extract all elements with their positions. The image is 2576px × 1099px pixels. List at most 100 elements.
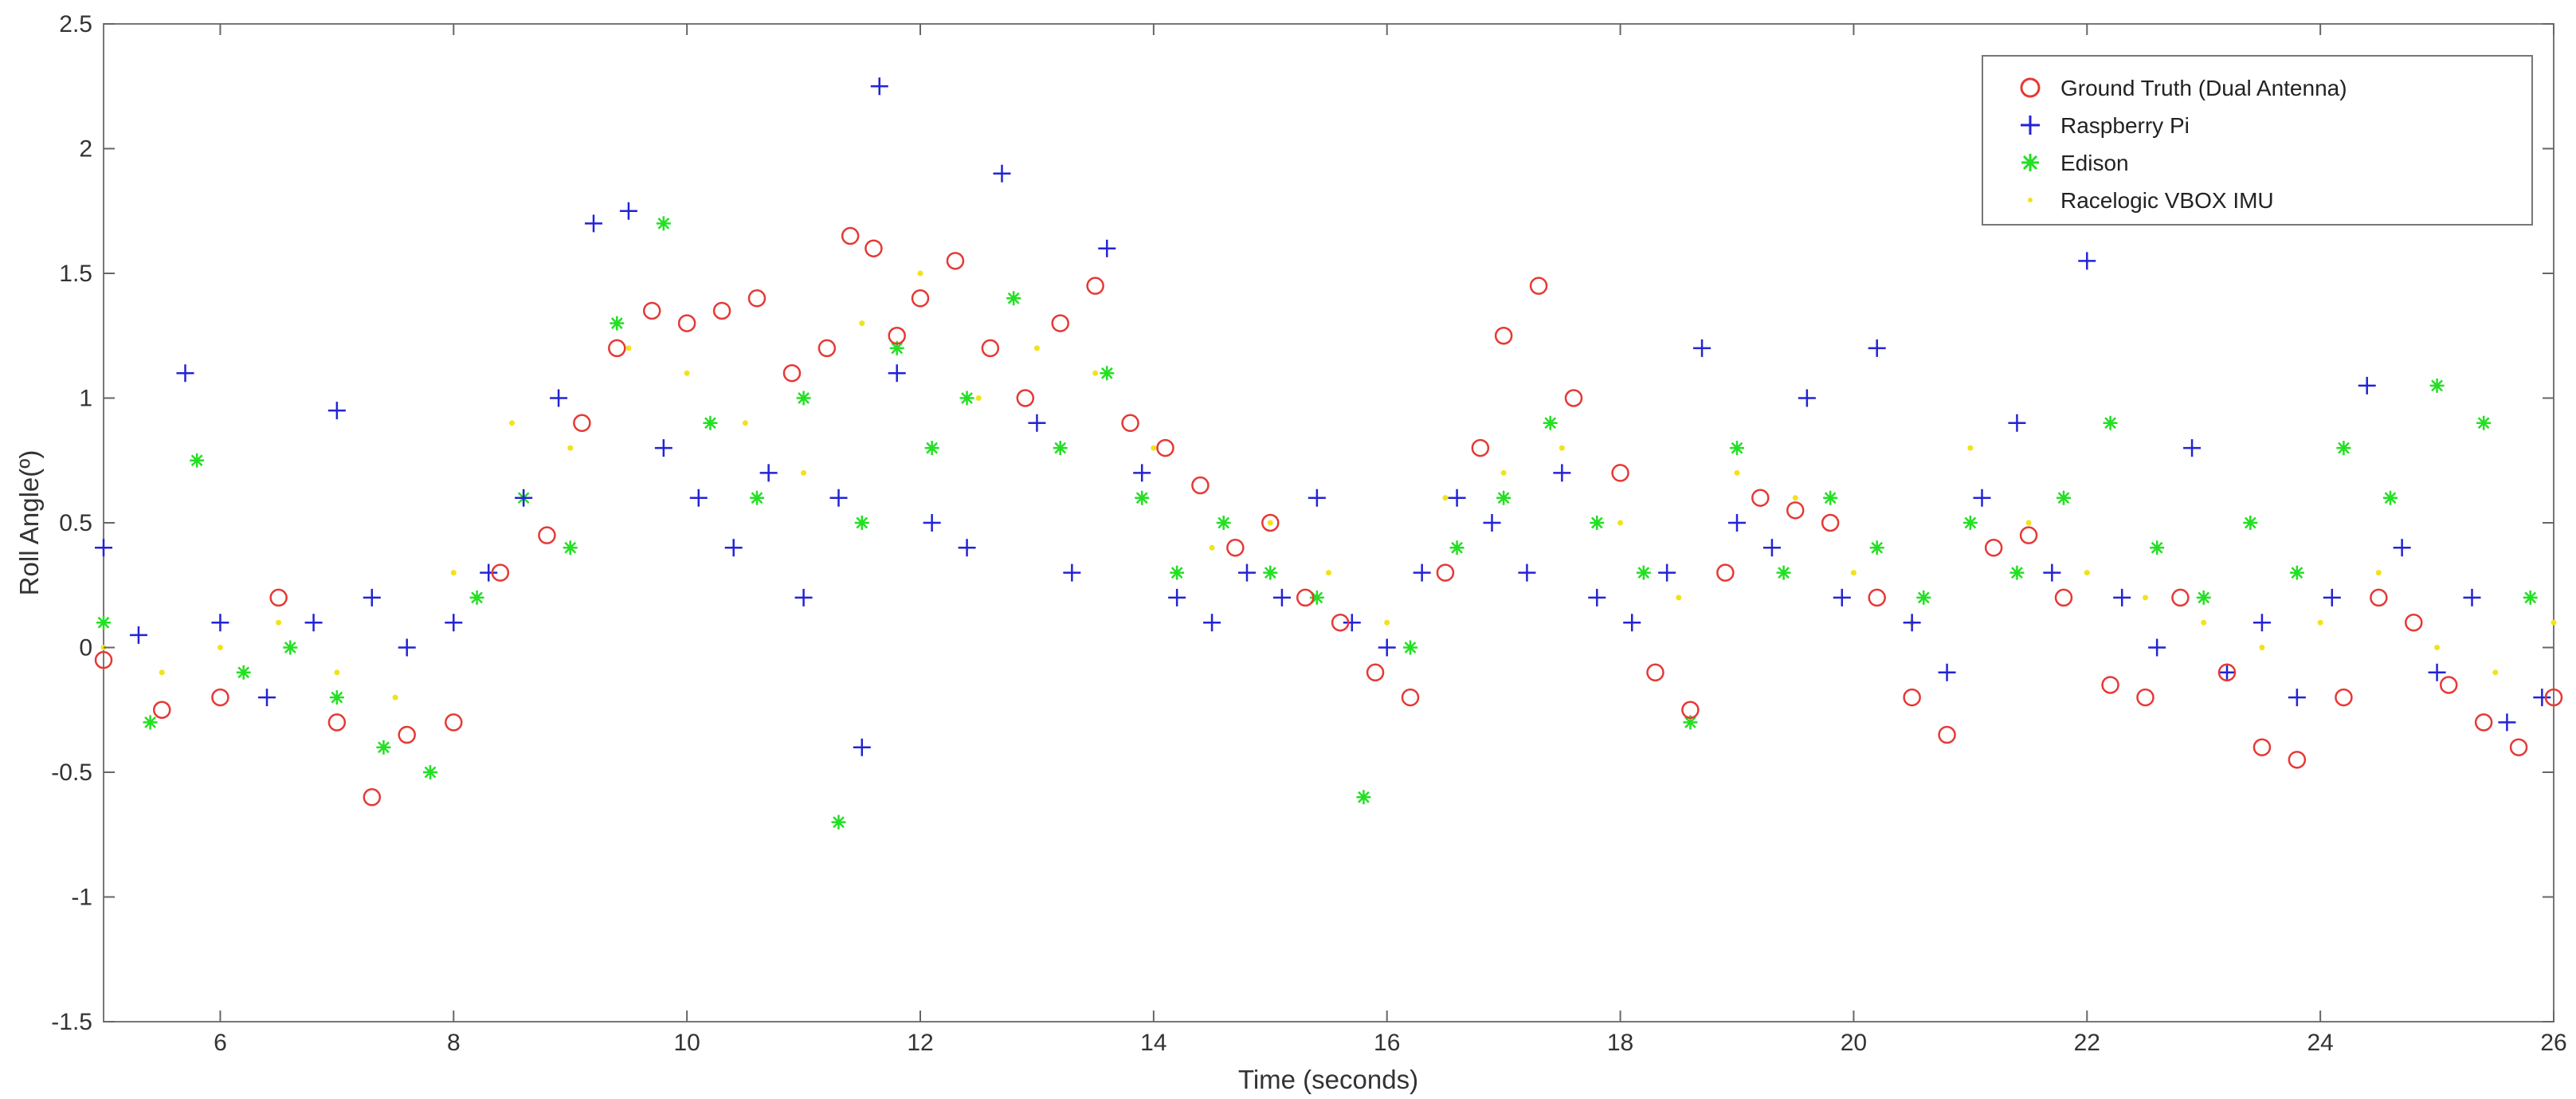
raspberry-pi-point — [2008, 414, 2026, 432]
vbox-point — [334, 669, 340, 676]
raspberry-pi-point — [2078, 252, 2096, 270]
edison-point — [2523, 590, 2538, 605]
x-tick-label: 10 — [673, 1030, 700, 1056]
vbox-point — [2492, 669, 2499, 676]
raspberry-pi-point — [1063, 563, 1081, 582]
edison-point — [329, 690, 344, 705]
raspberry-pi-point — [993, 164, 1011, 183]
x-tick-label: 6 — [214, 1030, 227, 1056]
series-raspberry-pi — [95, 77, 2551, 756]
ground-truth-point — [2405, 613, 2423, 632]
ground-truth-point — [398, 725, 416, 744]
raspberry-pi-point — [480, 563, 498, 582]
edison-point — [924, 441, 939, 456]
ground-truth-point — [573, 414, 591, 433]
ground-truth-point — [363, 788, 382, 807]
ground-truth-point — [2054, 588, 2073, 607]
ground-truth-point — [608, 339, 626, 358]
ground-truth-point — [1751, 489, 1770, 507]
ground-truth-point — [2544, 688, 2563, 707]
vbox-point — [2551, 619, 2557, 626]
ground-truth-point — [946, 252, 965, 270]
ground-truth-point — [2253, 738, 2272, 756]
raspberry-pi-point — [515, 489, 533, 507]
edison-point — [1309, 590, 1324, 605]
ground-truth-point — [1938, 725, 1956, 744]
ground-truth-point — [911, 289, 930, 308]
ground-truth-point — [1366, 663, 1385, 682]
edison-point — [1543, 415, 1558, 430]
vbox-point — [1559, 445, 1565, 451]
ground-truth-point — [888, 327, 906, 345]
ground-truth-point — [2474, 713, 2493, 732]
vbox-point — [2084, 570, 2090, 576]
x-tick-label: 12 — [907, 1030, 933, 1056]
raspberry-pi-point — [1098, 239, 1116, 257]
raspberry-pi-point — [327, 402, 346, 420]
raspberry-pi-point — [2043, 563, 2061, 582]
raspberry-pi-point — [211, 614, 229, 632]
raspberry-pi-point — [1798, 389, 1816, 407]
edison-point — [1730, 441, 1744, 456]
vbox-point — [2143, 595, 2148, 601]
legend-label-edison: Edison — [2060, 151, 2129, 175]
edison-point — [283, 640, 298, 655]
edison-point — [1962, 516, 1978, 530]
legend-marker-edison — [2021, 154, 2039, 171]
vbox-point — [2201, 619, 2207, 626]
legend-marker-ground-truth — [2020, 77, 2041, 98]
raspberry-pi-point — [1168, 588, 1186, 606]
raspberry-pi-point — [1308, 489, 1326, 507]
raspberry-pi-point — [2533, 689, 2551, 707]
legend: Ground Truth (Dual Antenna) Raspberry Pi… — [1982, 55, 2533, 226]
raspberry-pi-point — [2393, 539, 2411, 557]
raspberry-pi-point — [1378, 638, 1396, 657]
raspberry-pi-point — [445, 614, 463, 632]
ground-truth-point — [1984, 539, 2003, 557]
ground-truth-point — [1494, 327, 1513, 345]
ground-truth-point — [211, 688, 229, 707]
raspberry-pi-point — [1133, 464, 1151, 482]
edison-point — [750, 490, 764, 505]
x-tick-label: 22 — [2074, 1030, 2100, 1056]
raspberry-pi-point — [2218, 663, 2236, 681]
raspberry-pi-point — [2323, 588, 2341, 606]
raspberry-pi-point — [1973, 489, 1991, 507]
raspberry-pi-point — [2498, 713, 2516, 732]
vbox-point — [1676, 595, 1682, 601]
vbox-point — [975, 395, 982, 401]
edison-point — [190, 453, 205, 468]
raspberry-pi-point — [829, 489, 848, 507]
ground-truth-point — [865, 239, 883, 257]
edison-point — [1170, 565, 1185, 580]
vbox-point — [392, 694, 398, 701]
vbox-point — [1850, 570, 1857, 576]
edison-point — [469, 590, 484, 605]
legend-label-raspberry-pi: Raspberry Pi — [2060, 113, 2190, 138]
ground-truth-point — [1086, 277, 1104, 295]
raspberry-pi-point — [1833, 588, 1851, 606]
edison-point — [2243, 516, 2258, 530]
ground-truth-point — [2439, 676, 2458, 694]
raspberry-pi-point — [304, 614, 323, 632]
edison-point — [2383, 490, 2398, 505]
ground-truth-point — [1401, 688, 1420, 707]
ground-truth-point — [2509, 738, 2528, 756]
raspberry-pi-point — [550, 389, 568, 407]
ground-truth-point — [1296, 588, 1315, 607]
ground-truth-point — [1331, 613, 1350, 632]
legend-marker-raspberry-pi — [2021, 116, 2040, 135]
vbox-point — [2025, 520, 2032, 526]
raspberry-pi-point — [1028, 414, 1046, 432]
raspberry-pi-point — [853, 738, 871, 756]
edison-point — [1869, 540, 1884, 555]
ground-truth-point — [94, 650, 113, 669]
raspberry-pi-point — [2288, 689, 2306, 707]
raspberry-pi-point — [1413, 563, 1431, 582]
edison-point — [1683, 715, 1698, 730]
vbox-point — [2375, 570, 2382, 576]
vbox-point — [1326, 570, 1331, 576]
vbox-point — [1384, 619, 1390, 626]
vbox-point — [1500, 469, 1507, 476]
vbox-point — [2317, 619, 2323, 626]
